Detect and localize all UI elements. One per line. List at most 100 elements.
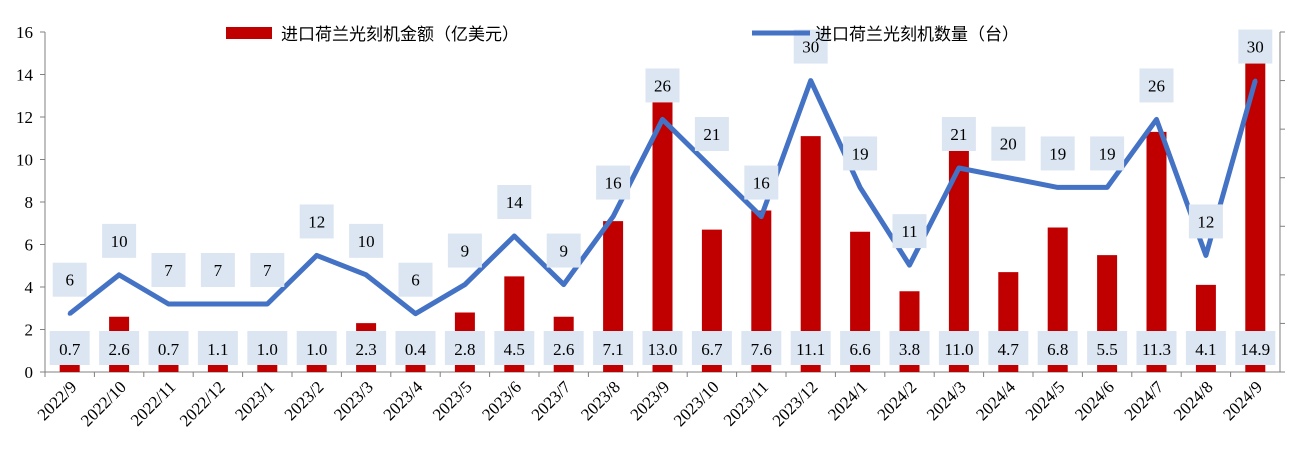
bar-label-box — [938, 331, 979, 365]
line-label-box — [596, 165, 631, 200]
line-label-box — [694, 117, 729, 151]
x-tick-label: 2022/9 — [34, 377, 81, 424]
bar-label-box — [247, 331, 288, 365]
y-tick-label: 6 — [25, 236, 34, 255]
x-tick-label: 2024/3 — [923, 377, 970, 424]
line-value-label: 30 — [1247, 38, 1264, 57]
bar — [948, 138, 969, 372]
x-tick-label: 2024/8 — [1170, 377, 1217, 424]
line-label-box — [102, 223, 137, 258]
line-value-label: 6 — [411, 271, 420, 290]
line-label-box — [546, 233, 581, 268]
x-tick-label: 2024/1 — [824, 377, 871, 424]
line-point — [907, 263, 912, 268]
line-label-box — [497, 185, 532, 219]
line-label-box — [991, 126, 1026, 161]
line-point — [413, 311, 418, 316]
bar-value-label: 7.6 — [751, 340, 772, 359]
line-value-label: 19 — [1099, 144, 1116, 163]
bar-value-label: 6.7 — [701, 340, 723, 359]
bar — [652, 95, 673, 372]
line-value-label: 21 — [703, 125, 720, 144]
bar-value-label: 7.1 — [602, 340, 623, 359]
x-tick-label: 2023/2 — [281, 377, 328, 424]
line-point — [1055, 185, 1060, 190]
bar-label-box — [346, 331, 387, 365]
line-label-box — [200, 253, 235, 287]
line-value-label: 16 — [605, 174, 622, 193]
bar-value-label: 0.4 — [405, 340, 427, 359]
bar-value-label: 2.6 — [553, 340, 574, 359]
line-point — [611, 214, 616, 219]
line-label-box — [52, 262, 87, 297]
line-point — [561, 282, 566, 287]
legend-line-label: 进口荷兰光刻机数量（台） — [815, 25, 1019, 45]
y-tick-label: 14 — [16, 66, 34, 85]
line-value-label: 21 — [950, 125, 967, 144]
y-tick-label: 8 — [25, 193, 34, 212]
bar-series — [59, 55, 1266, 372]
bar-value-label: 4.7 — [998, 340, 1020, 359]
bar-label-box — [642, 331, 683, 365]
line-value-label: 11 — [901, 222, 917, 241]
line-point — [709, 166, 714, 170]
line-point — [314, 253, 319, 258]
y-tick-label: 0 — [25, 363, 34, 382]
x-tick-label: 2023/11 — [720, 377, 772, 429]
bar-label-box — [1185, 331, 1226, 365]
line-label-box — [250, 253, 285, 287]
line-point — [1253, 78, 1258, 83]
line-label-box — [398, 262, 433, 297]
bar-label-box — [1235, 331, 1276, 365]
line-value-label: 10 — [358, 232, 375, 251]
line-label-box — [1090, 136, 1125, 171]
bar — [1146, 131, 1167, 372]
line-label-box — [151, 253, 186, 287]
line-value-label: 6 — [65, 271, 74, 290]
line-label-box — [843, 136, 878, 171]
x-tick-label: 2024/6 — [1071, 377, 1118, 424]
bar-value-label: 1.0 — [306, 340, 327, 359]
bar-label-box — [593, 331, 634, 365]
line-value-label: 7 — [214, 261, 223, 280]
line-value-label: 12 — [1197, 212, 1214, 231]
line-label-box — [299, 204, 334, 239]
line-label-box — [1139, 68, 1174, 103]
bar-value-label: 11.1 — [796, 340, 825, 359]
bar-label-box — [790, 331, 831, 365]
bar-label-box — [840, 331, 881, 365]
bar-value-label: 11.0 — [944, 340, 973, 359]
line-value-label: 26 — [654, 76, 671, 95]
line-point — [67, 311, 72, 316]
bar-value-label: 0.7 — [59, 340, 81, 359]
x-tick-label: 2023/1 — [231, 377, 278, 424]
line-point — [1203, 253, 1208, 258]
line-value-label: 19 — [852, 144, 869, 163]
y-tick-label: 2 — [25, 321, 34, 340]
x-tick-label: 2022/12 — [176, 377, 229, 430]
bar-label-box — [1037, 331, 1078, 365]
line-point — [462, 282, 467, 287]
line-label-box — [645, 68, 680, 103]
line-value-label: 9 — [461, 242, 470, 261]
bar — [405, 363, 426, 372]
line-label-box — [1040, 136, 1075, 171]
y-tick-label: 10 — [16, 151, 33, 170]
x-tick-label: 2022/11 — [127, 377, 179, 429]
bar-value-label: 5.5 — [1096, 340, 1117, 359]
bar-value-label: 11.3 — [1142, 340, 1171, 359]
bar-value-label: 1.0 — [257, 340, 278, 359]
legend: 进口荷兰光刻机金额（亿美元） 进口荷兰光刻机数量（台） — [226, 25, 1019, 45]
x-tick-label: 2024/9 — [1219, 377, 1266, 424]
line-point — [759, 214, 764, 219]
line-point — [512, 234, 517, 238]
bar-label-box — [99, 331, 140, 365]
line-point — [858, 185, 863, 190]
x-tick-label: 2023/7 — [528, 377, 575, 424]
x-tick-label: 2023/10 — [670, 377, 723, 430]
legend-bar-label: 进口荷兰光刻机金额（亿美元） — [281, 25, 519, 45]
bar-value-label: 4.1 — [1195, 340, 1216, 359]
line-value-label: 10 — [111, 232, 128, 251]
x-tick-label: 2023/3 — [330, 377, 377, 424]
bar-label-box — [889, 331, 930, 365]
